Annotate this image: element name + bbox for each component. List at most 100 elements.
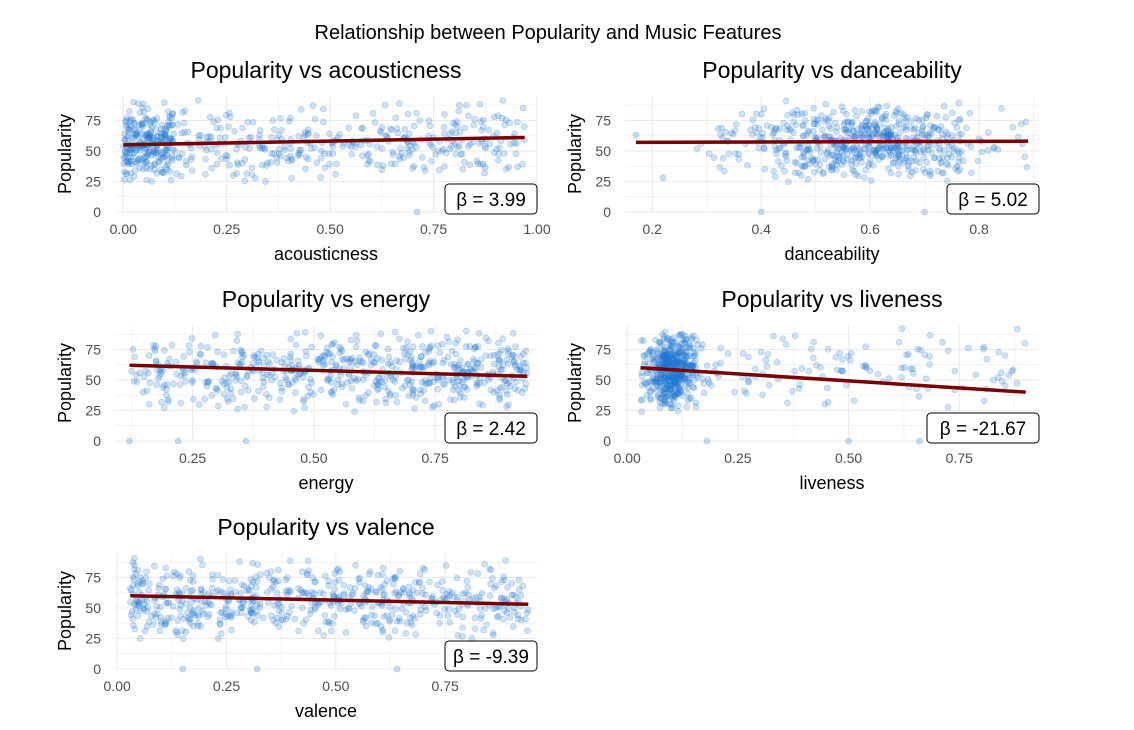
data-point [477,160,485,168]
data-point [1017,120,1025,128]
data-point [840,107,847,115]
data-point [203,147,210,154]
data-point [345,124,352,132]
data-point [159,154,167,161]
data-point [326,130,333,138]
data-point [866,160,873,167]
data-point [273,159,281,166]
data-point [140,165,147,173]
data-point [967,143,975,150]
data-point [440,130,448,137]
data-point [931,154,938,162]
data-point [466,140,474,148]
data-point [143,131,150,139]
data-point [918,127,926,135]
data-point [213,124,220,132]
data-point [810,120,818,128]
data-point [189,379,196,386]
data-point [183,161,190,169]
data-point [805,128,813,136]
data-point [861,145,869,153]
data-point [158,155,165,162]
data-point [452,129,459,137]
data-point [352,331,360,339]
data-point [336,131,343,138]
data-point [265,394,273,402]
data-point [187,156,195,163]
data-point [348,384,356,392]
data-point [320,632,328,639]
data-point [122,170,130,178]
data-point [228,626,235,634]
data-point [219,576,227,583]
data-point [196,401,203,408]
data-point [129,116,137,124]
data-point [924,111,931,118]
data-point [287,114,294,122]
data-point [870,146,878,154]
data-point [881,112,889,120]
data-point [320,590,327,598]
data-point [226,113,234,121]
data-point [142,114,149,122]
data-point [166,114,174,121]
data-point [325,150,333,157]
data-point [864,125,872,133]
data-point [911,124,919,131]
data-point [810,115,818,123]
data-point [878,132,886,140]
data-point [143,129,151,137]
data-point [944,177,951,185]
data-point [940,103,948,110]
data-point [451,140,459,148]
data-point [725,150,733,157]
data-point [892,123,900,130]
data-point [880,129,888,136]
data-point [799,163,807,170]
data-point [852,133,859,141]
data-point [848,133,856,140]
data-point [243,170,250,177]
data-point [295,150,303,157]
data-point [843,145,851,152]
y-axis-label: Popularity [55,343,75,423]
data-point [920,166,927,173]
data-point [182,378,189,385]
data-point [123,170,131,177]
data-point [895,163,902,170]
data-point [266,360,274,368]
data-point [862,343,869,351]
data-point [202,155,209,163]
data-point [509,351,516,359]
data-point [317,155,325,162]
data-point [275,600,283,608]
data-point [756,133,764,141]
data-point [159,132,166,140]
data-point [895,338,903,346]
data-point [512,150,520,158]
data-point [956,150,963,157]
data-point [275,623,283,631]
data-point [882,127,890,135]
data-point [486,565,493,573]
data-point [155,158,162,165]
scatter-points [632,97,1031,216]
data-point [378,166,386,173]
data-point [436,349,444,356]
data-point [892,155,900,162]
data-point [485,337,492,345]
data-point [226,109,233,117]
data-point [374,386,381,394]
data-point [831,157,839,164]
data-point [203,133,211,141]
data-point [882,116,890,124]
data-point [494,112,502,119]
data-point [301,589,309,597]
data-point [692,399,700,407]
data-point [263,162,270,169]
data-point [990,376,997,384]
data-point [510,358,518,366]
data-point [385,353,393,361]
data-point [495,363,503,371]
data-point [374,161,381,169]
